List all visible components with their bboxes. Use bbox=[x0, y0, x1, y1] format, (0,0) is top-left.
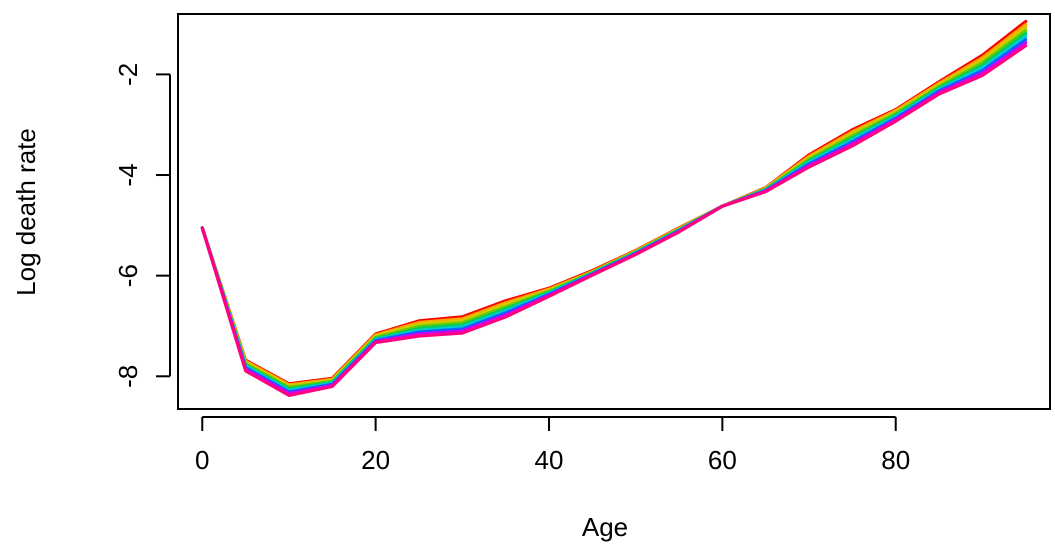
x-axis: 0 20 40 60 80 bbox=[195, 416, 910, 475]
x-tick-label: 40 bbox=[535, 445, 564, 475]
series-line-4 bbox=[200, 29, 1028, 389]
x-axis-title: Age bbox=[582, 512, 628, 542]
y-tick-label: -6 bbox=[113, 264, 143, 287]
y-tick-label: -8 bbox=[113, 365, 143, 388]
y-tick-label: -2 bbox=[113, 63, 143, 86]
x-tick-label: 0 bbox=[195, 445, 209, 475]
x-tick-label: 20 bbox=[361, 445, 390, 475]
series-line-3 bbox=[200, 26, 1028, 388]
plot-box bbox=[177, 13, 1051, 410]
y-axis-title: Log death rate bbox=[11, 128, 41, 296]
x-tick-label: 60 bbox=[708, 445, 737, 475]
y-tick-label: -4 bbox=[113, 163, 143, 186]
series-line-2 bbox=[200, 23, 1028, 387]
series-line-7 bbox=[200, 38, 1028, 394]
series-line-1 bbox=[200, 19, 1028, 386]
y-axis: -8 -6 -4 -2 bbox=[113, 63, 171, 388]
series-line-8 bbox=[200, 41, 1028, 395]
x-tick-label: 80 bbox=[881, 445, 910, 475]
series-line-5 bbox=[200, 31, 1028, 391]
series-line-6 bbox=[200, 34, 1028, 392]
series-line-9 bbox=[200, 44, 1028, 397]
series-layer bbox=[200, 19, 1028, 397]
